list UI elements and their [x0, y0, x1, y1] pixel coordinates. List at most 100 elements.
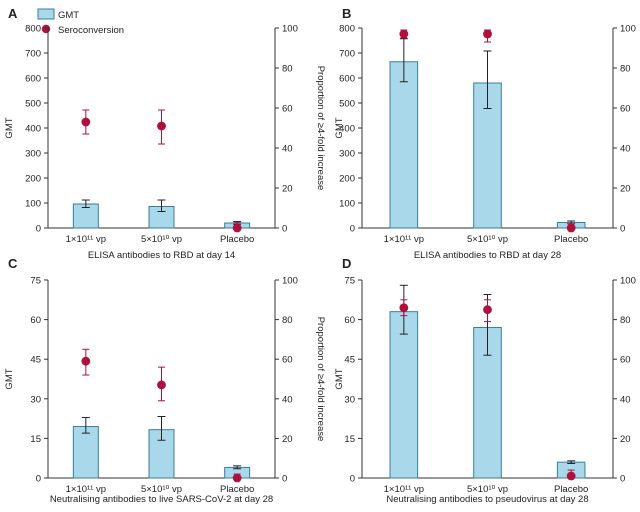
seroconversion-point	[483, 305, 492, 315]
y2-tick-label: 0	[282, 474, 287, 485]
x-category-label: 5×10¹⁰ vp	[141, 234, 182, 245]
y-axis-label: GMT	[334, 117, 345, 138]
y2-tick-label: 20	[282, 184, 293, 195]
y2-tick-label: 40	[282, 394, 293, 405]
y-axis-label: GMT	[4, 368, 15, 389]
panel-letter: B	[342, 6, 351, 21]
legend-gmt-swatch	[37, 8, 55, 20]
legend-seroconversion-label: Seroconversion	[58, 25, 124, 36]
y2-tick-label: 20	[620, 434, 631, 445]
y2-tick-label: 0	[282, 224, 287, 235]
x-category-label: 5×10¹⁰ vp	[467, 234, 508, 245]
x-category-label: Placebo	[220, 234, 254, 245]
panel-caption: Neutralising antibodies to live SARS-CoV…	[50, 494, 273, 505]
seroconversion-point	[81, 356, 91, 366]
y2-tick-label: 60	[620, 104, 631, 115]
y-tick-label: 200	[25, 174, 41, 185]
seroconversion-point	[232, 223, 242, 233]
y-tick-label: 600	[25, 74, 41, 85]
y-axis-label: GMT	[334, 368, 345, 389]
seroconversion-point	[399, 29, 409, 39]
y-tick-label: 60	[344, 315, 355, 326]
y2-tick-label: 80	[620, 64, 631, 75]
y2-tick-label: 0	[620, 474, 625, 485]
y-tick-label: 500	[25, 99, 41, 110]
panel-c: C 0 15 30 45 60 75 0 20 40 60 80 100 GMT Proportion of…	[4, 256, 326, 505]
y-tick-label: 800	[339, 24, 355, 35]
panel-caption: Neutralising antibodies to pseudovirus a…	[386, 494, 588, 505]
y-tick-label: 300	[339, 149, 355, 160]
y-tick-label: 75	[30, 276, 41, 287]
y-tick-label: 200	[339, 174, 355, 185]
y2-tick-label: 100	[620, 24, 636, 35]
panel-d: D 0 15 30 45 60 75 0 20 40 60 80 100 GMT 1×10¹¹ vp 5×10…	[334, 256, 636, 505]
y-tick-label: 400	[25, 124, 41, 135]
y2-tick-label: 80	[620, 315, 631, 326]
y-tick-label: 0	[36, 224, 41, 235]
x-category-label: 1×10¹¹ vp	[384, 484, 424, 495]
y-tick-label: 400	[339, 124, 355, 135]
y2-tick-label: 60	[282, 104, 293, 115]
y2-tick-label: 100	[282, 24, 298, 35]
seroconversion-point	[232, 473, 242, 483]
y2-tick-label: 100	[282, 276, 298, 287]
y-tick-label: 45	[30, 355, 41, 366]
y2-tick-label: 80	[282, 315, 293, 326]
y-tick-label: 15	[30, 434, 41, 445]
x-category-label: Placebo	[554, 234, 588, 245]
y2-tick-label: 60	[282, 355, 293, 366]
x-category-label: Placebo	[554, 484, 588, 495]
legend-seroconversion-marker	[41, 24, 51, 34]
y-tick-label: 15	[344, 434, 355, 445]
y2-tick-label: 20	[282, 434, 293, 445]
y-tick-label: 800	[25, 24, 41, 35]
gmt-bar	[72, 426, 99, 479]
y2-tick-label: 20	[620, 184, 631, 195]
panel-letter: A	[8, 6, 18, 21]
gmt-bar	[389, 61, 419, 229]
y-tick-label: 0	[350, 224, 355, 235]
seroconversion-point	[566, 471, 576, 481]
x-category-label: 1×10¹¹ vp	[384, 234, 424, 245]
panel-caption: ELISA antibodies to RBD at day 28	[414, 250, 561, 261]
seroconversion-point	[399, 303, 409, 313]
legend: GMT Seroconversion	[37, 8, 124, 36]
gmt-bar	[473, 82, 502, 229]
y-tick-label: 100	[339, 199, 355, 210]
y-tick-label: 75	[344, 276, 355, 287]
panel-letter: D	[342, 256, 351, 271]
x-category-label: 1×10¹¹ vp	[66, 484, 106, 495]
y-tick-label: 0	[36, 474, 41, 485]
x-category-label: Placebo	[220, 484, 254, 495]
y-tick-label: 700	[339, 49, 355, 60]
y-tick-label: 500	[339, 99, 355, 110]
legend-gmt-label: GMT	[58, 10, 79, 21]
x-category-label: 5×10¹⁰ vp	[467, 484, 508, 495]
y2-axis-label: Proportion of ≥4-fold increase	[315, 317, 326, 442]
y-tick-label: 45	[344, 355, 355, 366]
seroconversion-point	[157, 121, 166, 131]
seroconversion-point	[157, 380, 166, 390]
y-tick-label: 600	[339, 74, 355, 85]
x-category-label: 5×10¹⁰ vp	[141, 484, 182, 495]
panel-caption: ELISA antibodies to RBD at day 14	[88, 250, 235, 261]
y2-tick-label: 40	[620, 394, 631, 405]
seroconversion-point	[81, 117, 91, 127]
x-category-label: 1×10¹¹ vp	[66, 234, 106, 245]
panel-a: A 0 100 200 300 400 500 600 700 800 0 20 40 60 80 100 GM…	[4, 6, 326, 261]
y2-axis-label: Proportion of ≥4-fold increase	[315, 66, 326, 191]
y-axis-label: GMT	[4, 117, 15, 138]
y2-tick-label: 60	[620, 355, 631, 366]
panel-letter: C	[8, 256, 18, 271]
y2-tick-label: 40	[620, 144, 631, 155]
y-tick-label: 30	[30, 394, 41, 405]
y-tick-label: 0	[350, 474, 355, 485]
y-tick-label: 60	[30, 315, 41, 326]
seroconversion-point	[483, 29, 492, 39]
y2-tick-label: 80	[282, 64, 293, 75]
y-tick-label: 100	[25, 199, 41, 210]
y2-tick-label: 100	[620, 276, 636, 287]
seroconversion-point	[566, 223, 576, 233]
y2-tick-label: 0	[620, 224, 625, 235]
